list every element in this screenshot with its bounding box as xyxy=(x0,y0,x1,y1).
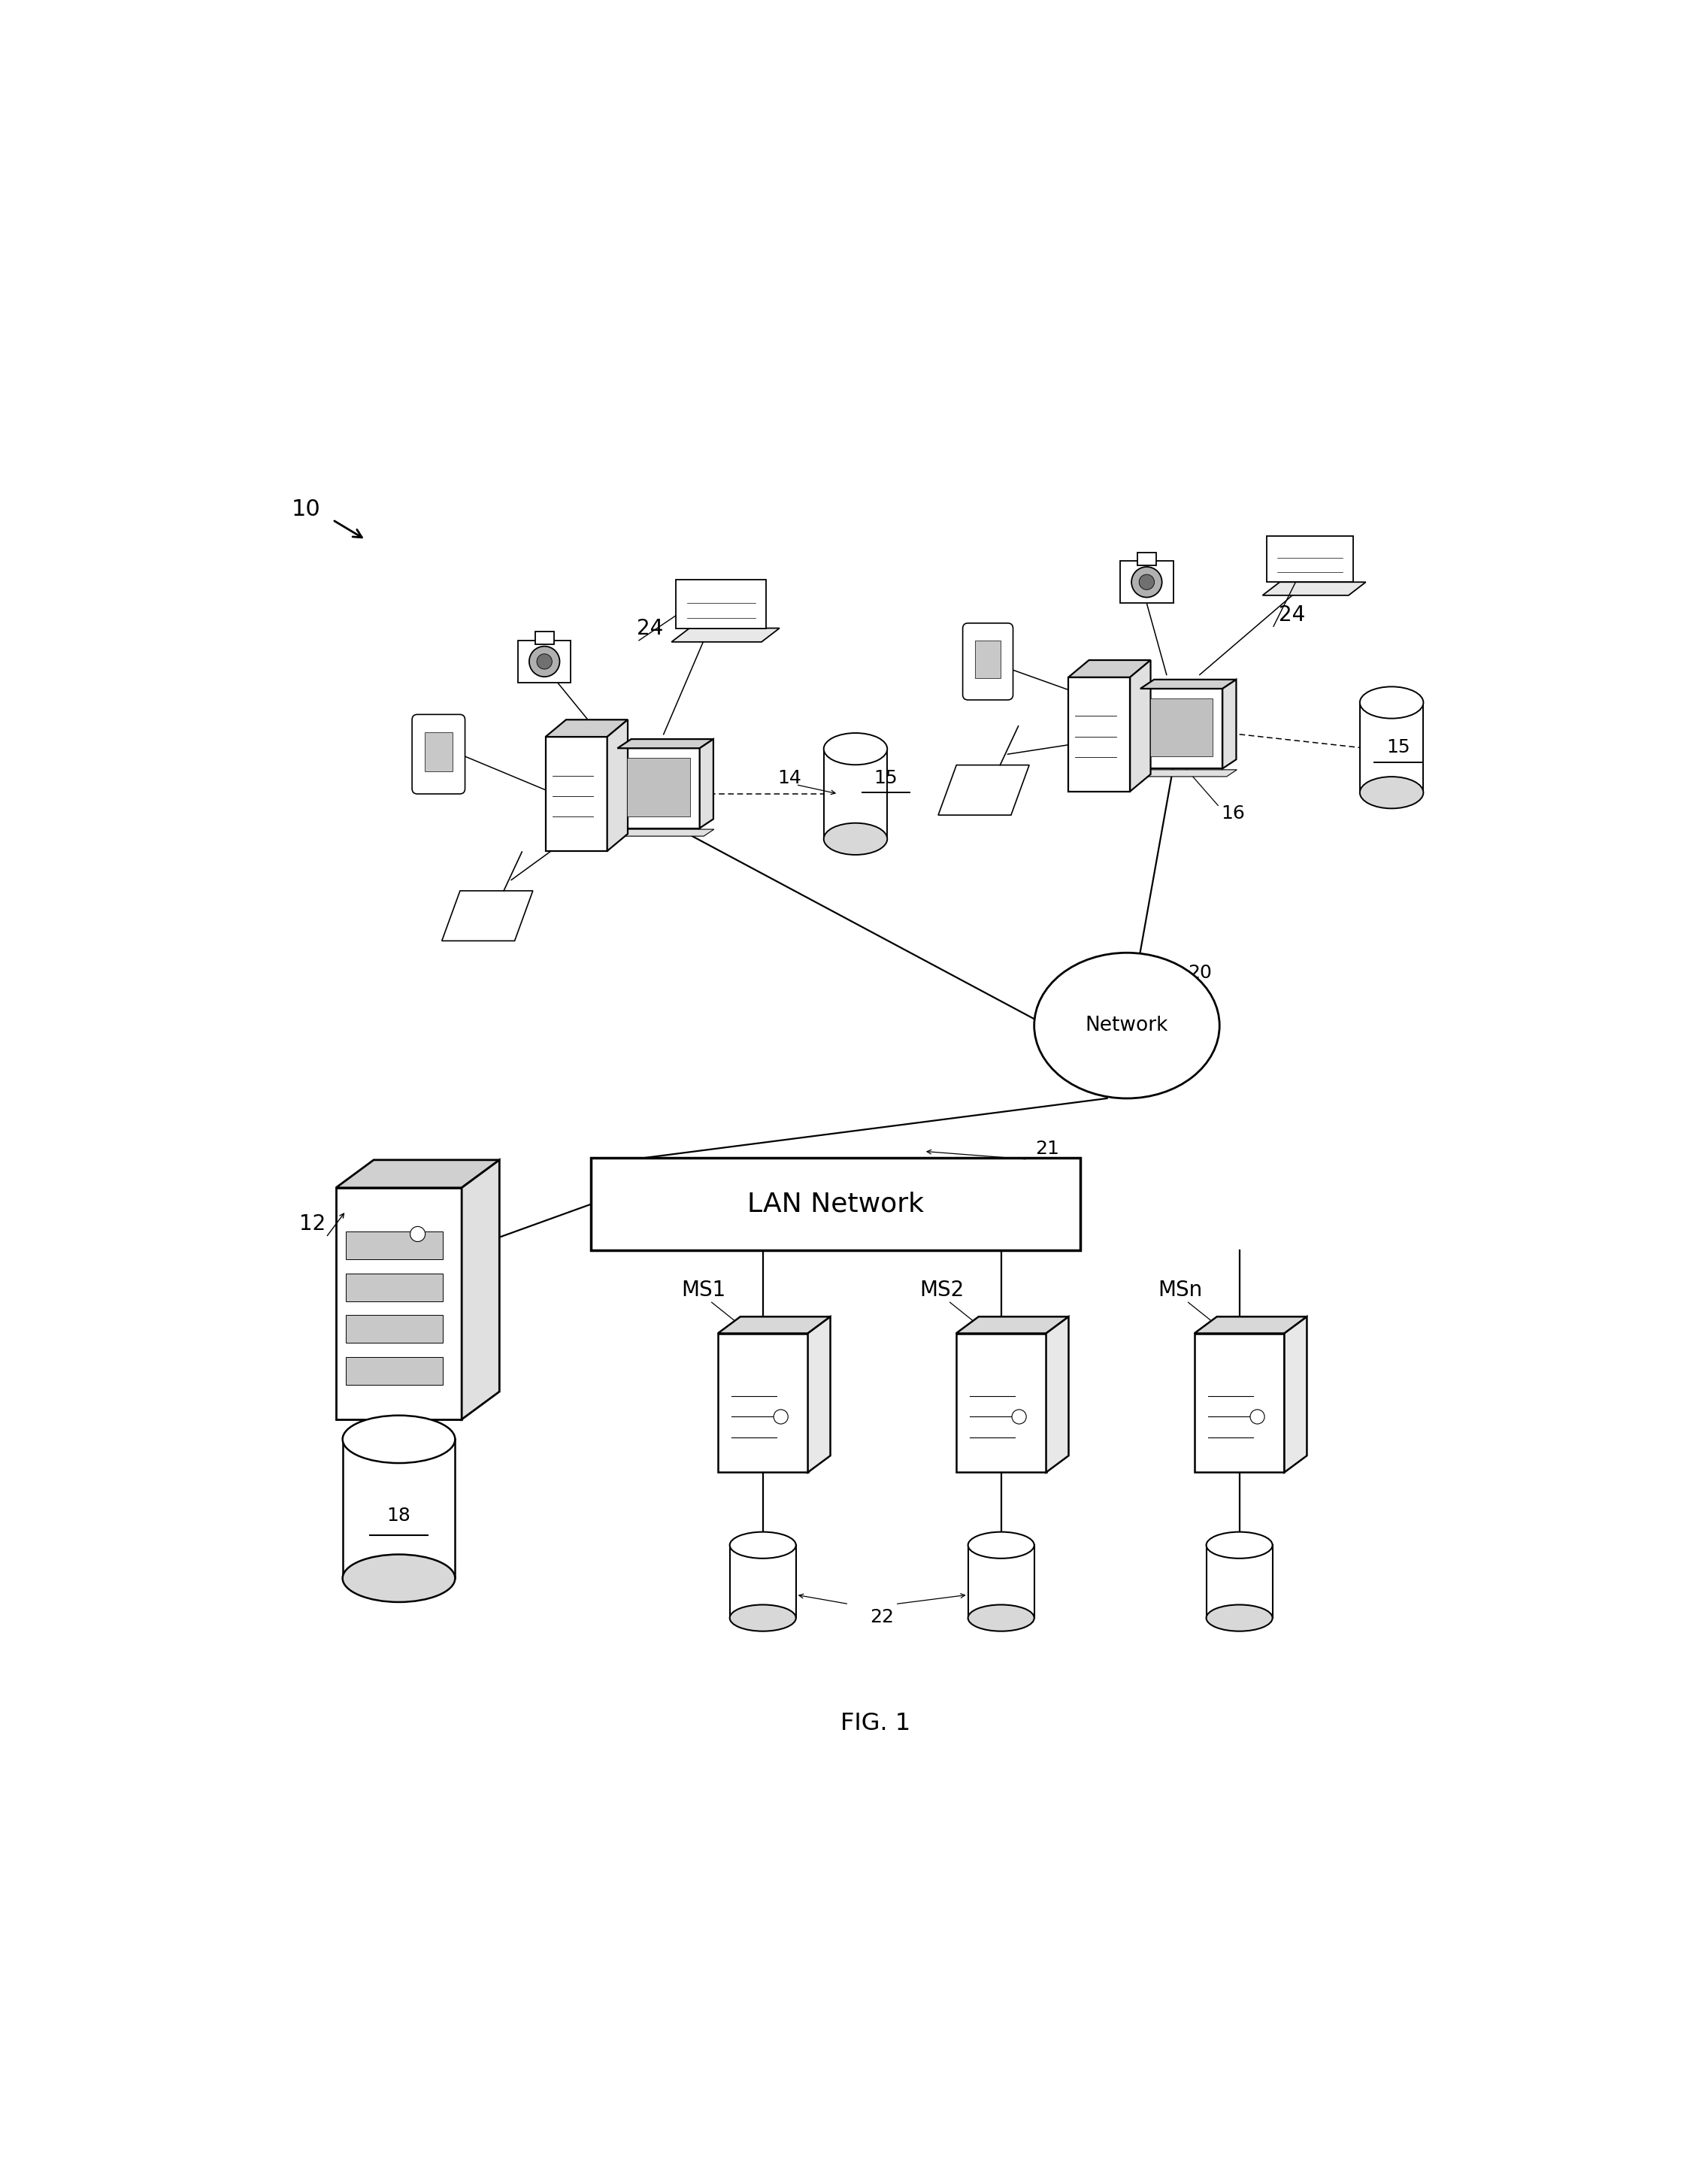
Polygon shape xyxy=(613,829,714,835)
Polygon shape xyxy=(1131,661,1151,792)
Polygon shape xyxy=(823,748,886,840)
Polygon shape xyxy=(618,740,714,748)
Text: 21: 21 xyxy=(1035,1140,1059,1157)
Polygon shape xyxy=(336,1188,461,1420)
Text: 12: 12 xyxy=(299,1214,326,1235)
Polygon shape xyxy=(717,1333,808,1472)
Text: 24: 24 xyxy=(637,618,664,639)
Polygon shape xyxy=(938,766,1030,816)
Polygon shape xyxy=(975,639,1001,679)
Polygon shape xyxy=(1141,679,1237,689)
Polygon shape xyxy=(627,757,690,816)
Polygon shape xyxy=(336,1159,499,1188)
FancyBboxPatch shape xyxy=(412,713,465,794)
Text: 15: 15 xyxy=(874,770,898,787)
Polygon shape xyxy=(347,1272,442,1301)
Text: Network: Network xyxy=(1085,1016,1168,1035)
Polygon shape xyxy=(1141,689,1223,768)
Polygon shape xyxy=(717,1316,830,1333)
Circle shape xyxy=(1250,1409,1264,1425)
Polygon shape xyxy=(968,1544,1033,1618)
Text: 20: 20 xyxy=(1187,964,1211,981)
Ellipse shape xyxy=(729,1605,796,1631)
Circle shape xyxy=(529,646,560,676)
Text: MSn: MSn xyxy=(1158,1279,1202,1301)
Text: 18: 18 xyxy=(386,1507,412,1525)
Polygon shape xyxy=(808,1316,830,1472)
Ellipse shape xyxy=(343,1416,454,1464)
Polygon shape xyxy=(1194,1333,1284,1472)
Ellipse shape xyxy=(343,1555,454,1603)
Polygon shape xyxy=(671,629,779,642)
Polygon shape xyxy=(518,639,570,683)
Text: 14: 14 xyxy=(777,770,801,787)
Polygon shape xyxy=(442,892,533,942)
Ellipse shape xyxy=(1360,687,1423,718)
Polygon shape xyxy=(618,748,700,829)
Polygon shape xyxy=(956,1333,1045,1472)
Text: LAN Network: LAN Network xyxy=(748,1192,924,1218)
Circle shape xyxy=(1011,1409,1027,1425)
Polygon shape xyxy=(347,1357,442,1385)
Text: MS2: MS2 xyxy=(919,1279,963,1301)
FancyBboxPatch shape xyxy=(963,622,1013,700)
Polygon shape xyxy=(1360,703,1423,792)
Polygon shape xyxy=(1149,698,1213,757)
Polygon shape xyxy=(545,720,629,737)
Polygon shape xyxy=(1206,1544,1272,1618)
Polygon shape xyxy=(1223,679,1237,768)
Polygon shape xyxy=(1138,552,1156,566)
Ellipse shape xyxy=(1360,776,1423,809)
Ellipse shape xyxy=(1206,1605,1272,1631)
Polygon shape xyxy=(535,633,553,644)
Text: FIG. 1: FIG. 1 xyxy=(840,1712,910,1736)
Polygon shape xyxy=(1267,535,1353,583)
Polygon shape xyxy=(606,720,629,850)
Polygon shape xyxy=(1120,561,1173,602)
Polygon shape xyxy=(1069,661,1151,676)
Polygon shape xyxy=(729,1544,796,1618)
Text: 10: 10 xyxy=(292,498,321,520)
Polygon shape xyxy=(1284,1316,1307,1472)
Polygon shape xyxy=(1045,1316,1069,1472)
Circle shape xyxy=(410,1227,425,1242)
Ellipse shape xyxy=(1206,1531,1272,1559)
Polygon shape xyxy=(461,1159,499,1420)
Polygon shape xyxy=(425,733,453,772)
Polygon shape xyxy=(1069,676,1131,792)
Ellipse shape xyxy=(968,1531,1033,1559)
Ellipse shape xyxy=(823,733,886,766)
Polygon shape xyxy=(347,1231,442,1259)
Polygon shape xyxy=(343,1440,454,1579)
Circle shape xyxy=(1139,574,1155,589)
Polygon shape xyxy=(1262,583,1366,596)
Ellipse shape xyxy=(1033,953,1220,1098)
Ellipse shape xyxy=(729,1531,796,1559)
Circle shape xyxy=(1131,568,1161,598)
Text: 24: 24 xyxy=(1279,605,1305,626)
Polygon shape xyxy=(347,1316,442,1342)
Polygon shape xyxy=(956,1316,1069,1333)
Circle shape xyxy=(536,655,552,670)
Ellipse shape xyxy=(968,1605,1033,1631)
Polygon shape xyxy=(1194,1316,1307,1333)
Polygon shape xyxy=(700,740,714,829)
Polygon shape xyxy=(676,581,765,629)
Text: 15: 15 xyxy=(1387,740,1411,757)
Polygon shape xyxy=(591,1157,1081,1251)
Polygon shape xyxy=(545,737,606,850)
Text: 16: 16 xyxy=(1221,805,1245,822)
Polygon shape xyxy=(1136,770,1237,776)
Text: 22: 22 xyxy=(869,1607,893,1627)
Ellipse shape xyxy=(823,822,886,855)
Circle shape xyxy=(774,1409,787,1425)
Text: MS1: MS1 xyxy=(681,1279,726,1301)
